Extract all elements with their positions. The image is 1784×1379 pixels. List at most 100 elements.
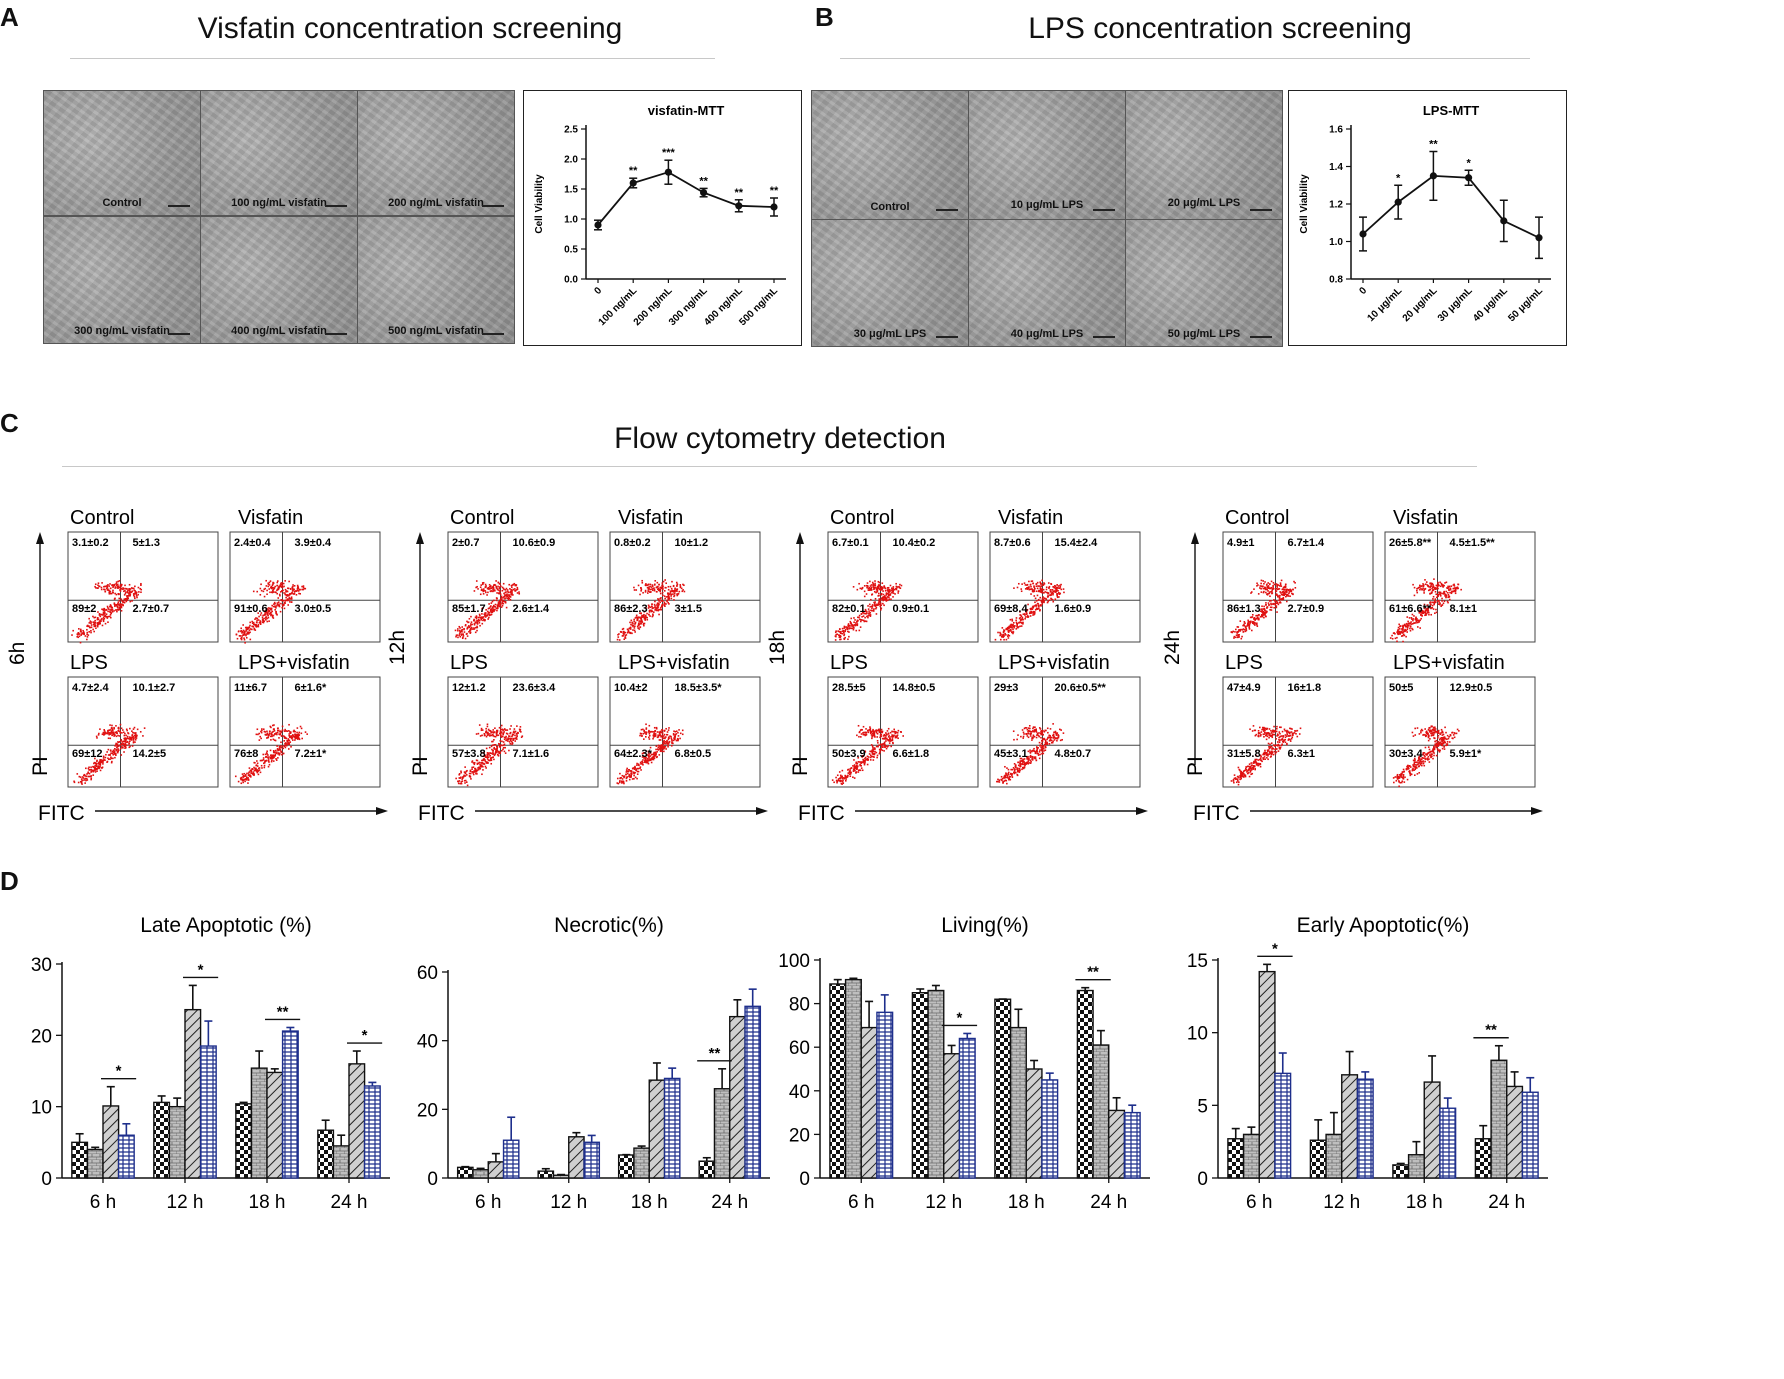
scatter-dot bbox=[484, 754, 486, 757]
scatter-dot bbox=[1023, 763, 1025, 766]
scatter-dot bbox=[1249, 622, 1252, 624]
scatter-dot bbox=[1446, 587, 1448, 589]
scatter-dot bbox=[267, 614, 269, 617]
scatter-dot bbox=[667, 736, 670, 739]
scatter-dot bbox=[1435, 593, 1438, 596]
scatter-dot bbox=[274, 754, 276, 757]
scatter-dot bbox=[513, 582, 516, 585]
scatter-dot bbox=[670, 737, 673, 740]
data-point bbox=[664, 168, 672, 176]
scatter-dot bbox=[887, 593, 890, 596]
scatter-dot bbox=[1232, 630, 1235, 633]
scatter-dot bbox=[1027, 736, 1030, 739]
scatter-dot bbox=[481, 764, 483, 766]
quadrant-upper-right: 6±1.6* bbox=[295, 682, 327, 694]
scatter-dot bbox=[899, 587, 902, 590]
scatter-dot bbox=[1446, 600, 1449, 603]
scatter-dot bbox=[850, 767, 853, 769]
scatter-dot bbox=[845, 626, 848, 628]
scatter-dot bbox=[871, 737, 873, 740]
scatter-dot bbox=[471, 768, 473, 770]
scatter-dot bbox=[484, 583, 487, 586]
scatter-dot bbox=[1043, 743, 1046, 746]
scatter-dot bbox=[835, 633, 838, 636]
scatter-dot bbox=[253, 627, 256, 630]
scatter-dot bbox=[1270, 586, 1273, 589]
scatter-dot bbox=[509, 731, 512, 734]
scatter-dot bbox=[485, 747, 488, 750]
scatter-dot bbox=[1280, 585, 1283, 587]
scatter-dot bbox=[294, 736, 296, 739]
scatter-dot bbox=[114, 731, 117, 734]
scatter-dot bbox=[487, 591, 489, 594]
scatter-dot bbox=[878, 584, 881, 587]
scatter-dot bbox=[886, 737, 888, 740]
scatter-dot bbox=[865, 731, 868, 734]
scatter-dot bbox=[511, 735, 513, 738]
scatter-dot bbox=[286, 590, 289, 593]
scatter-dot bbox=[1029, 583, 1032, 586]
scatter-dot bbox=[1013, 625, 1016, 628]
scatter-dot bbox=[1236, 631, 1238, 633]
scatter-dot bbox=[883, 750, 885, 752]
scatter-dot bbox=[1000, 775, 1003, 778]
scatter-dot bbox=[1017, 764, 1020, 767]
scatter-dot bbox=[856, 623, 859, 625]
scatter-dot bbox=[110, 592, 113, 595]
scatter-dot bbox=[124, 740, 126, 743]
scatter-dot bbox=[665, 582, 667, 585]
scatter-dot bbox=[465, 781, 468, 783]
scatter-dot bbox=[506, 595, 509, 597]
scatter-dot bbox=[120, 744, 123, 746]
scatter-dot bbox=[488, 746, 491, 749]
scatter-dot bbox=[853, 768, 856, 771]
scatter-dot bbox=[80, 782, 83, 784]
scatter-dot bbox=[1012, 628, 1014, 631]
scatter-dot bbox=[1043, 600, 1045, 602]
scatter-dot bbox=[276, 751, 278, 754]
scatter-dot bbox=[1022, 623, 1024, 625]
scatter-dot bbox=[241, 773, 244, 775]
scatter-dot bbox=[895, 585, 898, 588]
scatter-dot bbox=[117, 726, 120, 729]
scatter-dot bbox=[673, 735, 676, 738]
scatter-dot bbox=[486, 594, 488, 596]
scatter-dot bbox=[1061, 738, 1064, 741]
scatter-dot bbox=[646, 616, 648, 619]
scatter-dot bbox=[869, 754, 872, 757]
scatter-dot bbox=[94, 585, 96, 588]
scatter-dot bbox=[653, 584, 656, 586]
scatter-dot bbox=[133, 595, 136, 598]
scatter-dot bbox=[889, 590, 891, 593]
scatter-dot bbox=[471, 766, 473, 769]
scatter-dot bbox=[472, 762, 475, 764]
scatter-dot bbox=[648, 732, 651, 735]
scatter-dot bbox=[503, 728, 506, 730]
scatter-dot bbox=[669, 590, 672, 593]
scatter-dot bbox=[654, 606, 656, 609]
scatter-dot bbox=[249, 776, 252, 778]
scatter-dot bbox=[1399, 633, 1401, 635]
scatter-dot bbox=[109, 729, 112, 731]
scatter-dot bbox=[1266, 588, 1268, 591]
scatter-dot bbox=[274, 739, 277, 742]
quadrant-lower-left: 86±2.3 bbox=[614, 603, 648, 615]
scatter-dot bbox=[1018, 621, 1021, 624]
scatter-dot bbox=[863, 595, 866, 598]
scatter-dot bbox=[860, 762, 862, 765]
scatter-dot bbox=[877, 580, 880, 583]
scatter-dot bbox=[498, 587, 501, 590]
scatter-dot bbox=[1030, 732, 1032, 735]
scatter-dot bbox=[1242, 624, 1244, 627]
scatter-dot bbox=[266, 611, 268, 614]
scatter-dot bbox=[124, 592, 127, 595]
scatter-dot bbox=[304, 587, 307, 590]
scatter-dot bbox=[281, 725, 284, 728]
scatter-dot bbox=[876, 729, 879, 732]
scatter-dot bbox=[839, 777, 842, 779]
scatter-dot bbox=[1026, 608, 1029, 611]
scatter-dot bbox=[883, 733, 886, 736]
scatter-dot bbox=[262, 753, 265, 756]
scatter-dot bbox=[1057, 734, 1060, 736]
scatter-dot bbox=[1048, 736, 1050, 739]
